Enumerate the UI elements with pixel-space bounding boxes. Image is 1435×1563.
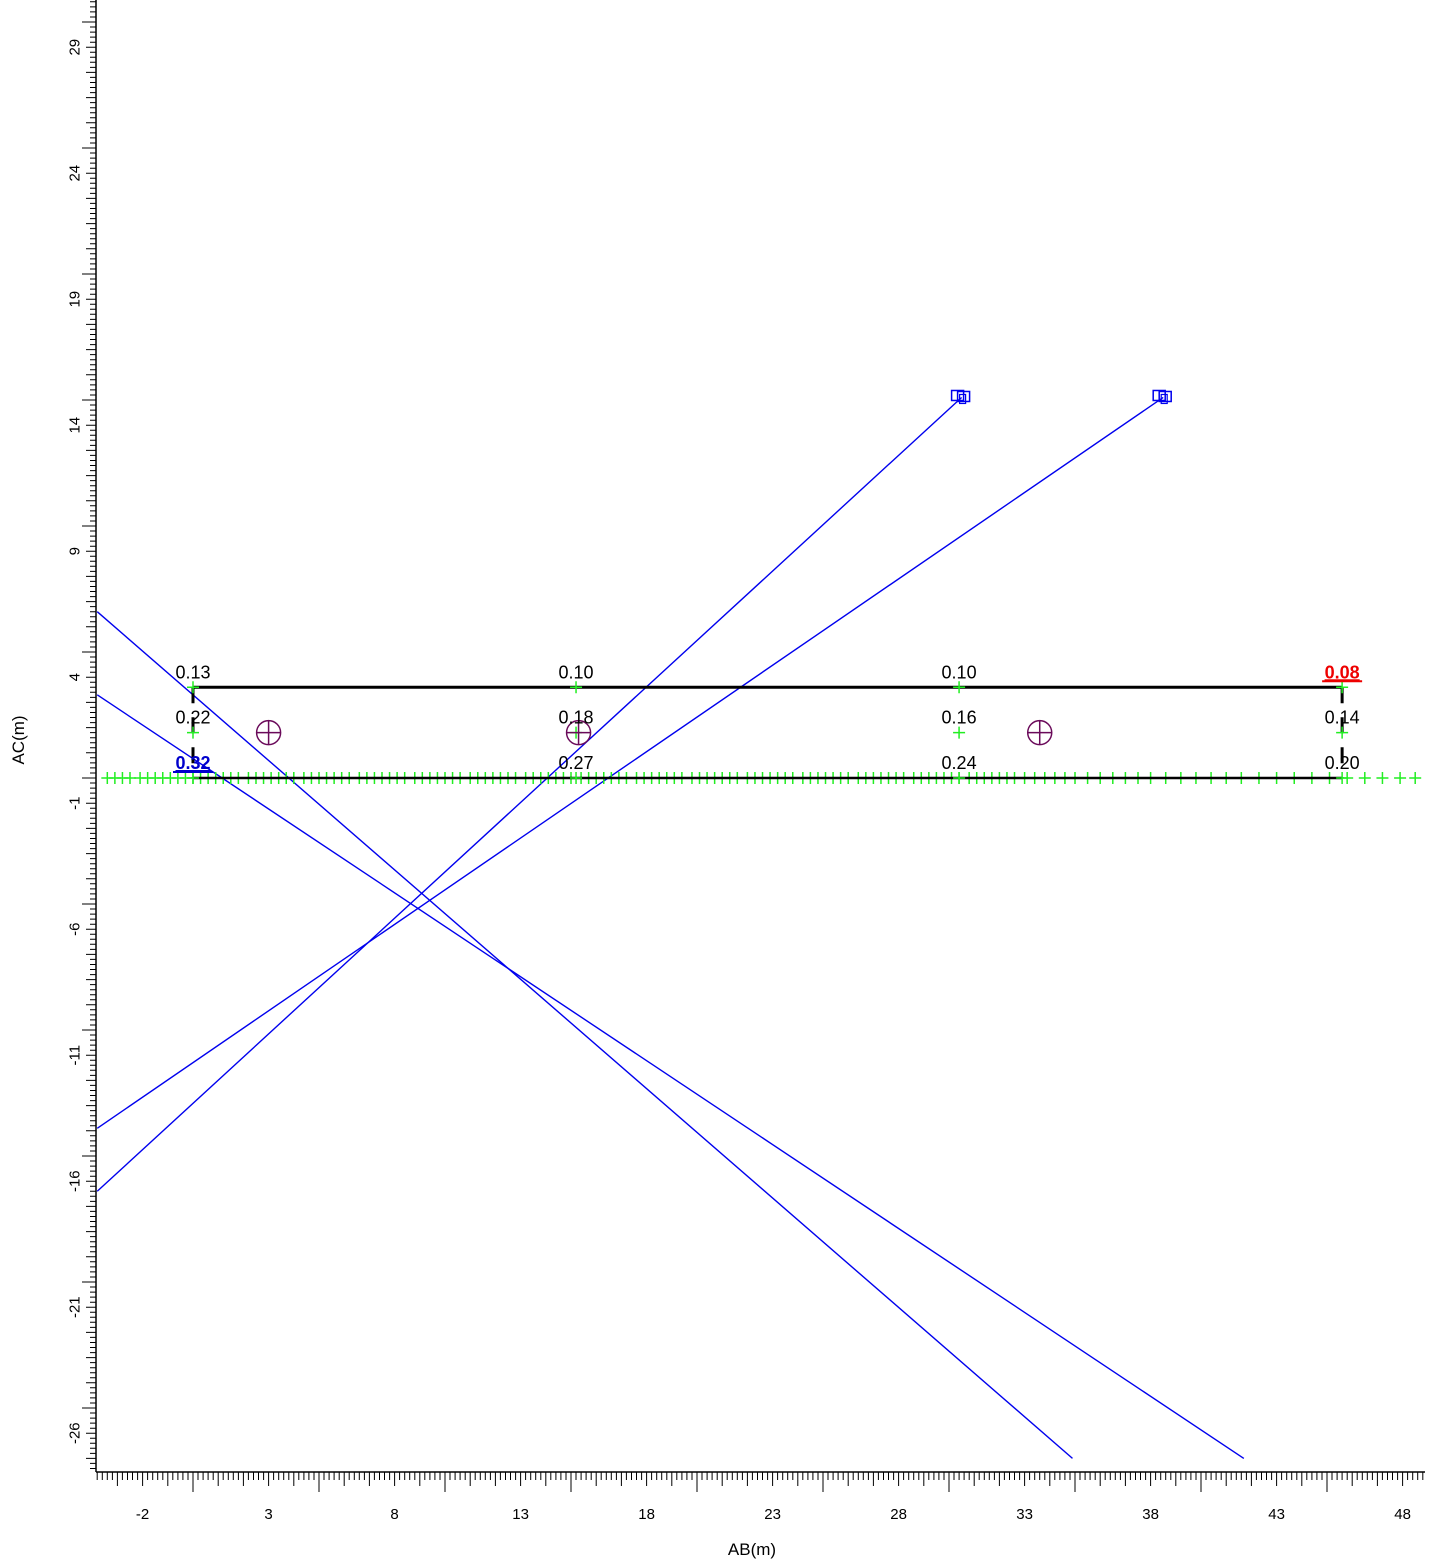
ray-line	[96, 396, 963, 1192]
x-tick-label: 18	[638, 1506, 655, 1523]
x-tick-label: 8	[390, 1506, 398, 1523]
value-label: 0.20	[1325, 753, 1360, 773]
grid-point	[1336, 726, 1349, 739]
y-tick-label: 14	[67, 417, 84, 434]
source-marker	[1158, 390, 1172, 403]
y-axis-ruler	[82, 0, 97, 1472]
x-tick-label: 28	[890, 1506, 907, 1523]
x-tick-labels: -2 3 8 13 18 23 28 33 38 43 48	[136, 1506, 1411, 1523]
axis-point	[124, 772, 136, 784]
value-label: 0.13	[175, 662, 210, 682]
y-tick-label: 29	[67, 39, 84, 56]
source-marker	[956, 390, 971, 403]
x-tick-label: 13	[512, 1506, 529, 1523]
axis-point	[1409, 772, 1422, 784]
ray-line	[96, 396, 1164, 1129]
x-tick-label: 3	[264, 1506, 272, 1523]
value-label: 0.32	[175, 753, 210, 773]
source-marker	[958, 393, 967, 405]
y-tick-label: -1	[67, 797, 84, 810]
grid-frame	[187, 681, 1349, 784]
y-tick-labels: 29 24 19 14 9 4 -1 -6 -11 -16 -21 -26	[67, 39, 84, 1444]
y-tick-label: -26	[67, 1422, 84, 1444]
value-label: 0.22	[175, 708, 210, 728]
y-tick-label: -16	[67, 1170, 84, 1192]
x-tick-label: 23	[764, 1506, 781, 1523]
source-markers	[950, 389, 1172, 405]
axis-point	[1376, 772, 1389, 784]
y-axis-ticks	[82, 1, 96, 1469]
x-tick-label: 48	[1394, 1506, 1411, 1523]
value-label: 0.18	[559, 708, 594, 728]
value-label: 0.24	[942, 753, 977, 773]
y-tick-label: 9	[67, 547, 84, 555]
value-label: 0.16	[942, 708, 977, 728]
value-labels: 0.13 0.10 0.10 0.08 0.22 0.18 0.16 0.14 0.32 0.27…	[173, 662, 1363, 773]
x-tick-label: 38	[1142, 1506, 1159, 1523]
target-marker-cross	[1027, 720, 1052, 745]
value-label: 0.27	[559, 753, 594, 773]
grid-point	[953, 772, 966, 784]
value-label: 0.10	[559, 662, 594, 682]
grid-point	[1336, 772, 1349, 784]
grid-point	[570, 681, 583, 694]
y-tick-label: 4	[67, 673, 84, 681]
y-tick-label: -6	[67, 923, 84, 936]
target-marker-cross	[256, 720, 281, 745]
x-tick-label: -2	[136, 1506, 149, 1523]
grid-point	[953, 681, 966, 694]
x-axis-title: AB(m)	[728, 1540, 776, 1559]
x-axis-ruler	[96, 1471, 1425, 1492]
y-axis-title: AC(m)	[9, 715, 28, 764]
grid-point	[187, 681, 199, 694]
grid-point	[953, 726, 966, 739]
grid-point	[1336, 681, 1349, 694]
source-marker	[1160, 393, 1168, 405]
axis-point	[1358, 772, 1371, 784]
ray-line	[96, 694, 1245, 1459]
target-marker-cross	[566, 720, 591, 745]
axis-point	[1394, 772, 1407, 784]
x-tick-label: 43	[1268, 1506, 1285, 1523]
value-label: 0.14	[1325, 708, 1360, 728]
value-label: 0.08	[1325, 662, 1360, 682]
grid-point	[187, 726, 199, 739]
y-tick-label: 19	[67, 291, 84, 308]
grid-point	[187, 772, 199, 784]
y-tick-label: 24	[67, 165, 84, 182]
grid-point	[570, 772, 583, 784]
x-axis-ticks	[96, 1472, 1424, 1492]
y-tick-label: -11	[67, 1045, 84, 1066]
value-label: 0.10	[942, 662, 977, 682]
y-tick-label: -21	[67, 1296, 84, 1318]
x-tick-label: 33	[1016, 1506, 1033, 1523]
circle-markers	[255, 719, 1053, 746]
intersection-lines	[96, 396, 1245, 1459]
ray-line	[96, 611, 1073, 1459]
